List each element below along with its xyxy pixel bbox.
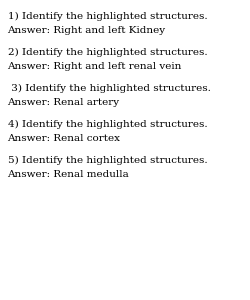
Text: 5) Identify the highlighted structures.: 5) Identify the highlighted structures. [8,156,207,165]
Text: 3) Identify the highlighted structures.: 3) Identify the highlighted structures. [8,84,210,93]
Text: 4) Identify the highlighted structures.: 4) Identify the highlighted structures. [8,120,207,129]
Text: Answer: Right and left renal vein: Answer: Right and left renal vein [8,62,182,71]
Text: Answer: Renal cortex: Answer: Renal cortex [8,134,120,143]
Text: 1) Identify the highlighted structures.: 1) Identify the highlighted structures. [8,12,207,21]
Text: Answer: Right and left Kidney: Answer: Right and left Kidney [8,26,166,35]
Text: Answer: Renal artery: Answer: Renal artery [8,98,120,107]
Text: Answer: Renal medulla: Answer: Renal medulla [8,170,129,179]
Text: 2) Identify the highlighted structures.: 2) Identify the highlighted structures. [8,48,207,57]
